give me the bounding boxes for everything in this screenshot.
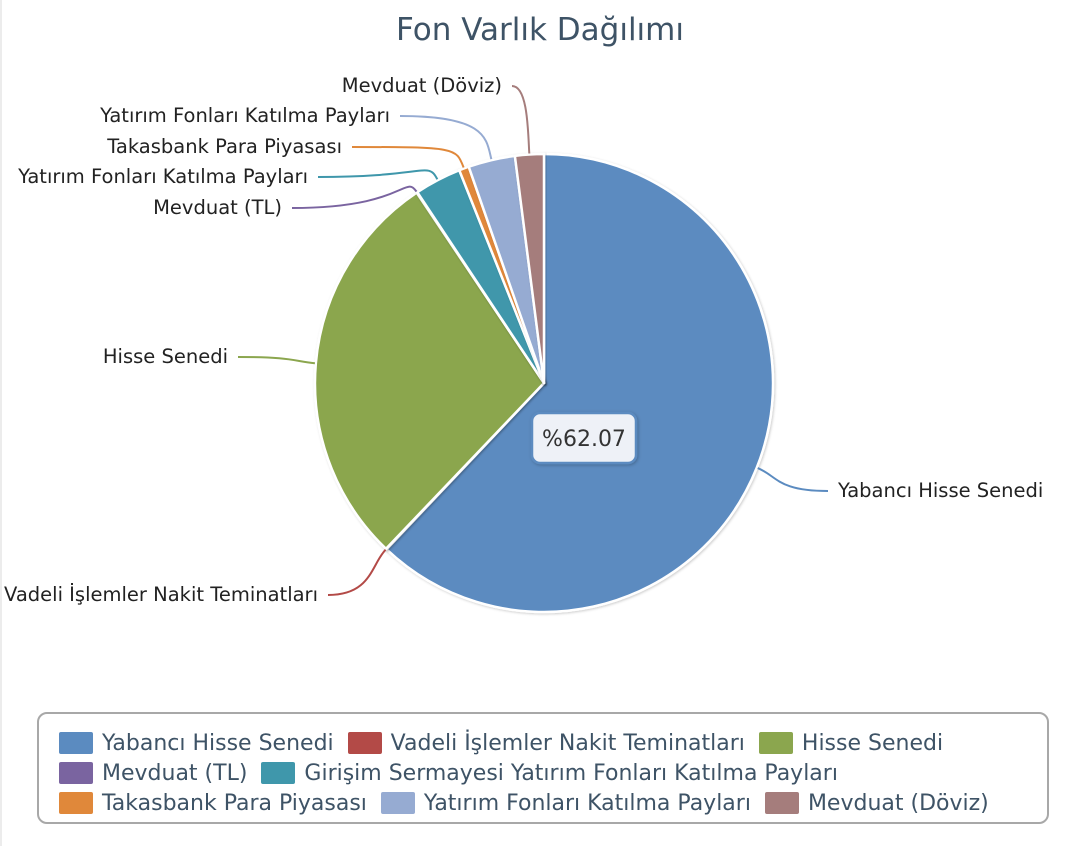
slice-label-girisim-sermayesi-yatirim-fonlari-katilma-paylari: Yatırım Fonları Katılma Payları	[17, 165, 308, 188]
pie-slices	[313, 152, 775, 614]
page-edge-divider	[0, 0, 2, 846]
slice-label-hisse-senedi: Hisse Senedi	[103, 345, 228, 368]
slice-label-takasbank-para-piyasasi: Takasbank Para Piyasası	[106, 135, 342, 158]
label-connector	[327, 549, 387, 596]
legend-swatch	[347, 732, 382, 754]
label-connector	[399, 115, 493, 160]
legend-swatch	[59, 762, 93, 784]
label-connector	[351, 146, 465, 168]
legend-swatch	[59, 792, 93, 814]
tooltip-percentage: %62.07	[542, 427, 626, 452]
legend-swatch	[380, 792, 415, 814]
legend-item-hisse-senedi[interactable]: Hisse Senedi	[758, 730, 944, 756]
value-tooltip: %62.07	[530, 411, 638, 465]
label-connector	[757, 467, 829, 492]
legend-item-yatirim-fonlari-katilma-paylari[interactable]: Yatırım Fonları Katılma Payları	[380, 790, 751, 816]
slice-label-mevduat-doviz: Mevduat (Döviz)	[342, 74, 502, 97]
label-connector	[511, 85, 531, 154]
legend-item-yabanci-hisse-senedi[interactable]: Yabancı Hisse Senedi	[59, 731, 334, 756]
legend-label: Mevduat (TL)	[102, 760, 248, 786]
pie-chart: Yabancı Hisse Senedi Vadeli İşlemler Naki…	[4, 74, 1043, 614]
legend-label: Hisse Senedi	[801, 730, 944, 756]
legend-row: Takasbank Para Piyasası Yatırım Fonları K…	[59, 789, 1003, 817]
legend-swatch	[758, 732, 793, 754]
legend-swatch	[261, 762, 296, 784]
slice-label-yabanci-hisse-senedi: Yabancı Hisse Senedi	[837, 479, 1043, 502]
pie-slice-hisse-senedi[interactable]	[313, 191, 546, 550]
label-connector	[317, 169, 439, 180]
label-connectors	[237, 85, 829, 596]
legend-item-vadeli-islemler-nakit-teminatlari[interactable]: Vadeli İşlemler Nakit Teminatları	[347, 730, 745, 756]
legend-label: Yabancı Hisse Senedi	[102, 730, 334, 756]
chart-legend: Yabancı Hisse Senedi Vadeli İşlemler Naki…	[37, 712, 1049, 824]
legend-label: Mevduat (Döviz)	[807, 790, 989, 816]
legend-row: Yabancı Hisse Senedi Vadeli İşlemler Naki…	[59, 729, 957, 757]
slice-label-yatirim-fonlari-katilma-paylari: Yatırım Fonları Katılma Payları	[99, 104, 390, 127]
slice-labels: Yabancı Hisse Senedi Vadeli İşlemler Naki…	[4, 74, 1043, 606]
slice-label-mevduat-tl: Mevduat (TL)	[153, 196, 282, 219]
pie-slice-mevduat-doviz[interactable]	[513, 152, 546, 385]
label-connector	[237, 356, 315, 365]
legend-swatch	[59, 732, 93, 754]
chart-title: Fon Varlık Dağılımı	[396, 12, 684, 48]
legend-label: Yatırım Fonları Katılma Payları	[423, 790, 751, 816]
legend-label: Vadeli İşlemler Nakit Teminatları	[390, 730, 745, 756]
tooltip-box	[530, 411, 638, 465]
legend-label: Takasbank Para Piyasası	[102, 790, 367, 816]
legend-item-girisim-sermayesi-yatirim-fonlari-katilma-paylari[interactable]: Girişim Sermayesi Yatırım Fonları Katılm…	[261, 761, 838, 786]
legend-label: Girişim Sermayesi Yatırım Fonları Katılm…	[304, 760, 838, 786]
legend-item-mevduat-doviz[interactable]: Mevduat (Döviz)	[764, 790, 989, 816]
pie-slice-yabanci-hisse-senedi[interactable]	[385, 152, 775, 614]
legend-swatch	[764, 792, 799, 814]
legend-item-mevduat-tl[interactable]: Mevduat (TL)	[59, 761, 247, 786]
legend-item-takasbank-para-piyasasi[interactable]: Takasbank Para Piyasası	[59, 791, 367, 816]
slice-label-vadeli-islemler-nakit-teminatlari: Vadeli İşlemler Nakit Teminatları	[4, 583, 318, 606]
legend-row: Mevduat (TL) Girişim Sermayesi Yatırım Fo…	[59, 759, 852, 787]
label-connector	[291, 185, 418, 209]
